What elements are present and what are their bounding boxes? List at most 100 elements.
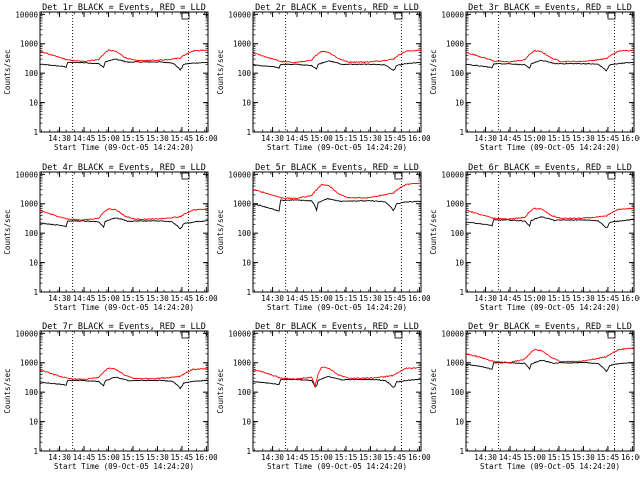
corner-marker	[394, 172, 403, 180]
x-tick-label: 14:45	[73, 453, 96, 462]
series-events-line	[465, 359, 635, 373]
y-tick-label: 1	[246, 288, 251, 297]
y-tick-label: 10000	[228, 170, 251, 179]
x-tick-label: 16:00	[621, 294, 640, 303]
y-tick-label: 1	[33, 128, 38, 137]
plot-frame	[465, 330, 635, 452]
y-tick-label: 10	[455, 99, 465, 108]
x-tick-label: 15:45	[384, 134, 407, 143]
x-tick-label: 15:30	[359, 453, 382, 462]
series-events-line	[39, 58, 209, 71]
y-tick-label: 1	[246, 447, 251, 456]
y-tick-label: 100	[450, 229, 464, 238]
corner-marker	[181, 331, 190, 339]
plot-frame	[39, 171, 209, 293]
corner-marker	[607, 172, 616, 180]
x-tick-label: 15:00	[523, 134, 546, 143]
x-tick-label: 14:30	[474, 453, 497, 462]
series-events-line	[39, 217, 208, 230]
x-tick-label: 15:30	[572, 453, 595, 462]
plot-frame	[252, 171, 422, 293]
y-tick-label: 1	[459, 288, 464, 297]
y-axis-label: Counts/sec	[216, 209, 225, 254]
chart-panel-det1: Det 1r BLACK = Events, RED = LLD 1 10 100 10…	[3, 3, 218, 152]
x-axis-label: Start Time (09-Oct-05 14:24:20)	[267, 303, 407, 312]
y-tick-label: 100	[24, 69, 38, 78]
x-tick-label: 15:15	[122, 294, 145, 303]
y-tick-label: 10	[455, 418, 465, 427]
y-tick-label: 100	[24, 229, 38, 238]
y-axis-label: Counts/sec	[216, 49, 225, 94]
x-tick-label: 15:45	[384, 453, 407, 462]
y-tick-label: 100	[450, 69, 464, 78]
chart-panel-det8: Det 8r BLACK = Events, RED = LLD 1 10 100 10…	[216, 322, 431, 471]
y-tick-label: 1	[459, 447, 464, 456]
series-events-line	[465, 216, 635, 229]
y-tick-label: 1000	[233, 359, 252, 368]
chart-title: Det 2r BLACK = Events, RED = LLD	[255, 3, 419, 13]
y-tick-label: 1000	[20, 200, 39, 209]
x-tick-label: 15:30	[146, 134, 169, 143]
x-tick-label: 14:45	[73, 134, 96, 143]
y-tick-label: 100	[237, 69, 251, 78]
x-tick-label: 14:45	[73, 294, 96, 303]
y-tick-label: 10	[455, 259, 465, 268]
x-tick-label: 15:45	[171, 453, 194, 462]
series-lld-line	[39, 49, 208, 63]
corner-marker	[394, 12, 403, 20]
series-events-line	[252, 197, 422, 213]
x-axis-label: Start Time (09-Oct-05 14:24:20)	[480, 143, 620, 152]
x-tick-label: 15:30	[146, 294, 169, 303]
x-tick-label: 15:30	[572, 294, 595, 303]
y-tick-label: 100	[450, 388, 464, 397]
y-tick-label: 1	[33, 288, 38, 297]
series-lld-line	[252, 182, 422, 200]
x-axis-label: Start Time (09-Oct-05 14:24:20)	[480, 462, 620, 471]
y-axis-label: Counts/sec	[429, 368, 438, 413]
plot-frame	[465, 171, 635, 293]
plot-frame	[39, 330, 209, 452]
y-tick-label: 10000	[15, 329, 38, 338]
x-tick-label: 14:30	[261, 134, 284, 143]
x-tick-label: 15:00	[97, 134, 120, 143]
y-tick-label: 100	[237, 388, 251, 397]
y-tick-label: 1	[33, 447, 38, 456]
x-axis-label: Start Time (09-Oct-05 14:24:20)	[54, 303, 194, 312]
x-tick-label: 15:45	[597, 294, 620, 303]
x-tick-label: 15:15	[335, 294, 358, 303]
x-tick-label: 15:15	[548, 134, 571, 143]
x-tick-label: 16:00	[408, 453, 431, 462]
x-tick-label: 14:45	[286, 294, 309, 303]
x-axis-label: Start Time (09-Oct-05 14:24:20)	[267, 462, 407, 471]
y-tick-label: 10	[242, 418, 252, 427]
x-tick-label: 14:45	[499, 453, 522, 462]
series-events-line	[252, 60, 422, 72]
x-tick-label: 15:30	[359, 294, 382, 303]
y-tick-label: 10000	[228, 329, 251, 338]
chart-title: Det 7r BLACK = Events, RED = LLD	[42, 322, 206, 332]
x-tick-label: 16:00	[195, 134, 218, 143]
y-tick-label: 1	[246, 128, 251, 137]
x-tick-label: 16:00	[408, 134, 431, 143]
x-axis-label: Start Time (09-Oct-05 14:24:20)	[54, 143, 194, 152]
x-tick-label: 14:30	[48, 453, 71, 462]
y-tick-label: 100	[237, 229, 251, 238]
y-tick-label: 1000	[446, 200, 465, 209]
corner-marker	[181, 172, 190, 180]
x-tick-label: 15:45	[597, 453, 620, 462]
x-axis-label: Start Time (09-Oct-05 14:24:20)	[54, 462, 194, 471]
x-tick-label: 15:00	[310, 294, 333, 303]
y-tick-label: 1000	[233, 200, 252, 209]
chart-panel-det3: Det 3r BLACK = Events, RED = LLD 1 10 100 10…	[429, 3, 640, 152]
x-tick-label: 15:15	[122, 453, 145, 462]
x-tick-label: 15:45	[171, 294, 194, 303]
x-tick-label: 15:00	[97, 453, 120, 462]
chart-title: Det 9r BLACK = Events, RED = LLD	[468, 322, 632, 332]
x-tick-label: 15:00	[523, 294, 546, 303]
plot-frame	[252, 330, 422, 452]
y-tick-label: 10	[29, 418, 39, 427]
chart-panel-det7: Det 7r BLACK = Events, RED = LLD 1 10 100 10…	[3, 322, 218, 471]
series-events-line	[465, 59, 635, 72]
y-tick-label: 1000	[446, 359, 465, 368]
